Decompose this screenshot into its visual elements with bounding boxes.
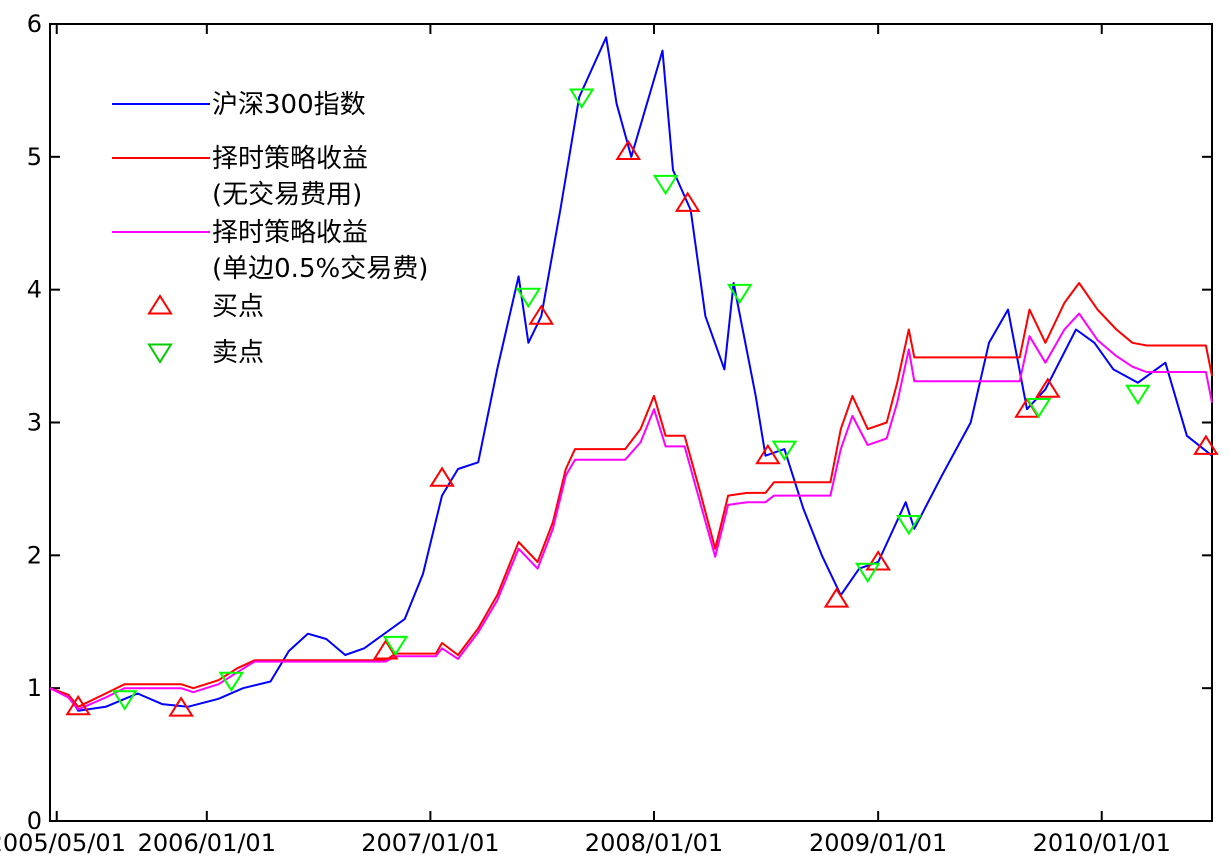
- series-line-1: [49, 282, 1213, 708]
- sell-marker: [726, 283, 753, 305]
- sell-marker: [895, 514, 922, 536]
- buy-marker: [823, 587, 850, 608]
- y-tick-label: 4: [27, 276, 42, 304]
- sell-marker: [515, 287, 542, 309]
- x-tick-label: 2010/01/01: [1033, 829, 1171, 857]
- legend-label: (单边0.5%交易费): [212, 254, 428, 284]
- buy-marker: [1035, 377, 1061, 398]
- y-tick-label: 2: [27, 541, 42, 569]
- buy-marker: [865, 550, 891, 571]
- x-tick-label: 2007/01/01: [361, 829, 499, 857]
- sell-marker: [1125, 384, 1151, 406]
- sell-marker: [568, 88, 595, 109]
- sell-marker: [1025, 398, 1052, 419]
- buy-marker: [755, 443, 781, 465]
- buy-marker: [674, 191, 701, 212]
- y-tick-label: 3: [27, 409, 42, 437]
- y-tick-label: 0: [27, 807, 42, 835]
- buy-marker: [372, 639, 399, 660]
- x-tick-label: 2008/01/01: [585, 829, 723, 857]
- series-layer: [49, 36, 1213, 712]
- axes: 0 1 2 3 4 5 6 2005/05/01 2006/01/01 2007/01/01 200…: [0, 10, 1212, 857]
- sell-marker: [218, 671, 245, 693]
- sell-marker: [771, 440, 798, 461]
- y-tick-label: 1: [27, 674, 42, 702]
- legend-label: 卖点: [212, 338, 264, 368]
- series-line-2: [49, 312, 1213, 711]
- legend-swatch-3: [147, 294, 173, 315]
- buy-marker: [615, 139, 642, 161]
- marker-layer: [65, 88, 1219, 717]
- buy-marker: [168, 696, 194, 717]
- buy-marker: [429, 466, 455, 487]
- buy-marker: [528, 304, 555, 325]
- legend-label: 沪深300指数: [212, 90, 366, 120]
- sell-marker: [382, 635, 409, 657]
- buy-marker: [1193, 434, 1219, 455]
- buy-marker: [65, 694, 91, 716]
- x-tick-label: 2005/05/01: [0, 829, 126, 857]
- legend-label: 买点: [212, 292, 264, 322]
- x-tick-label: 2006/01/01: [138, 829, 276, 857]
- y-tick-label: 5: [27, 143, 42, 171]
- x-tick-label: 2009/01/01: [809, 829, 947, 857]
- y-tick-label: 6: [27, 10, 42, 38]
- sell-marker: [111, 690, 138, 711]
- sell-marker: [652, 174, 679, 196]
- legend-label: 择时策略收益: [212, 218, 368, 248]
- legend-swatch-4: [147, 343, 173, 364]
- legend-label: (无交易费用): [212, 180, 362, 210]
- sell-marker: [854, 562, 881, 584]
- legend-label: 择时策略收益: [212, 144, 368, 174]
